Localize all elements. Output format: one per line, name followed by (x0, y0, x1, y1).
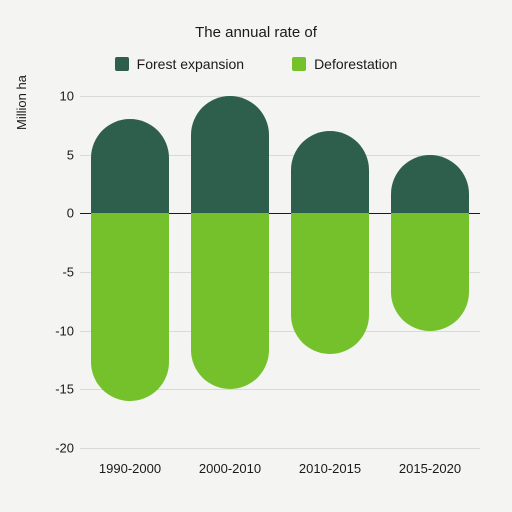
y-tick-label: -5 (44, 265, 74, 280)
x-tick-label: 2015-2020 (399, 461, 461, 476)
bar-expansion (91, 119, 169, 213)
bar-deforestation (291, 213, 369, 354)
x-tick-label: 2000-2010 (199, 461, 261, 476)
chart-container: The annual rate of Forest expansion Defo… (0, 0, 512, 512)
x-tick-label: 2010-2015 (299, 461, 361, 476)
y-tick-label: -15 (44, 382, 74, 397)
bar-pill (91, 119, 169, 401)
bar-group: 1990-2000 (91, 96, 169, 448)
legend-label-expansion: Forest expansion (137, 56, 244, 72)
y-tick-label: 5 (44, 147, 74, 162)
bar-deforestation (391, 213, 469, 330)
bar-pill (291, 131, 369, 354)
y-tick-label: 10 (44, 89, 74, 104)
bar-deforestation (191, 213, 269, 389)
legend-swatch-deforestation (292, 57, 306, 71)
plot-area: 1050-5-10-15-20 1990-20002000-20102010-2… (80, 96, 480, 448)
y-tick-label: -20 (44, 441, 74, 456)
bar-expansion (191, 96, 269, 213)
y-tick-label: -10 (44, 323, 74, 338)
legend-item-expansion: Forest expansion (115, 56, 244, 72)
bar-group: 2010-2015 (291, 96, 369, 448)
y-tick-label: 0 (44, 206, 74, 221)
bars: 1990-2000 2000-2010 2010-2015 2015-2020 (80, 96, 480, 448)
legend-label-deforestation: Deforestation (314, 56, 397, 72)
bar-deforestation (91, 213, 169, 401)
y-axis-label: Million ha (14, 75, 29, 130)
chart-title: The annual rate of (0, 24, 512, 41)
x-tick-label: 1990-2000 (99, 461, 161, 476)
bar-pill (391, 155, 469, 331)
bar-group: 2015-2020 (391, 96, 469, 448)
bar-expansion (391, 155, 469, 214)
bar-expansion (291, 131, 369, 213)
legend-swatch-expansion (115, 57, 129, 71)
legend-item-deforestation: Deforestation (292, 56, 397, 72)
bar-group: 2000-2010 (191, 96, 269, 448)
bar-pill (191, 96, 269, 389)
grid-line (80, 448, 480, 449)
legend: Forest expansion Deforestation (0, 56, 512, 72)
